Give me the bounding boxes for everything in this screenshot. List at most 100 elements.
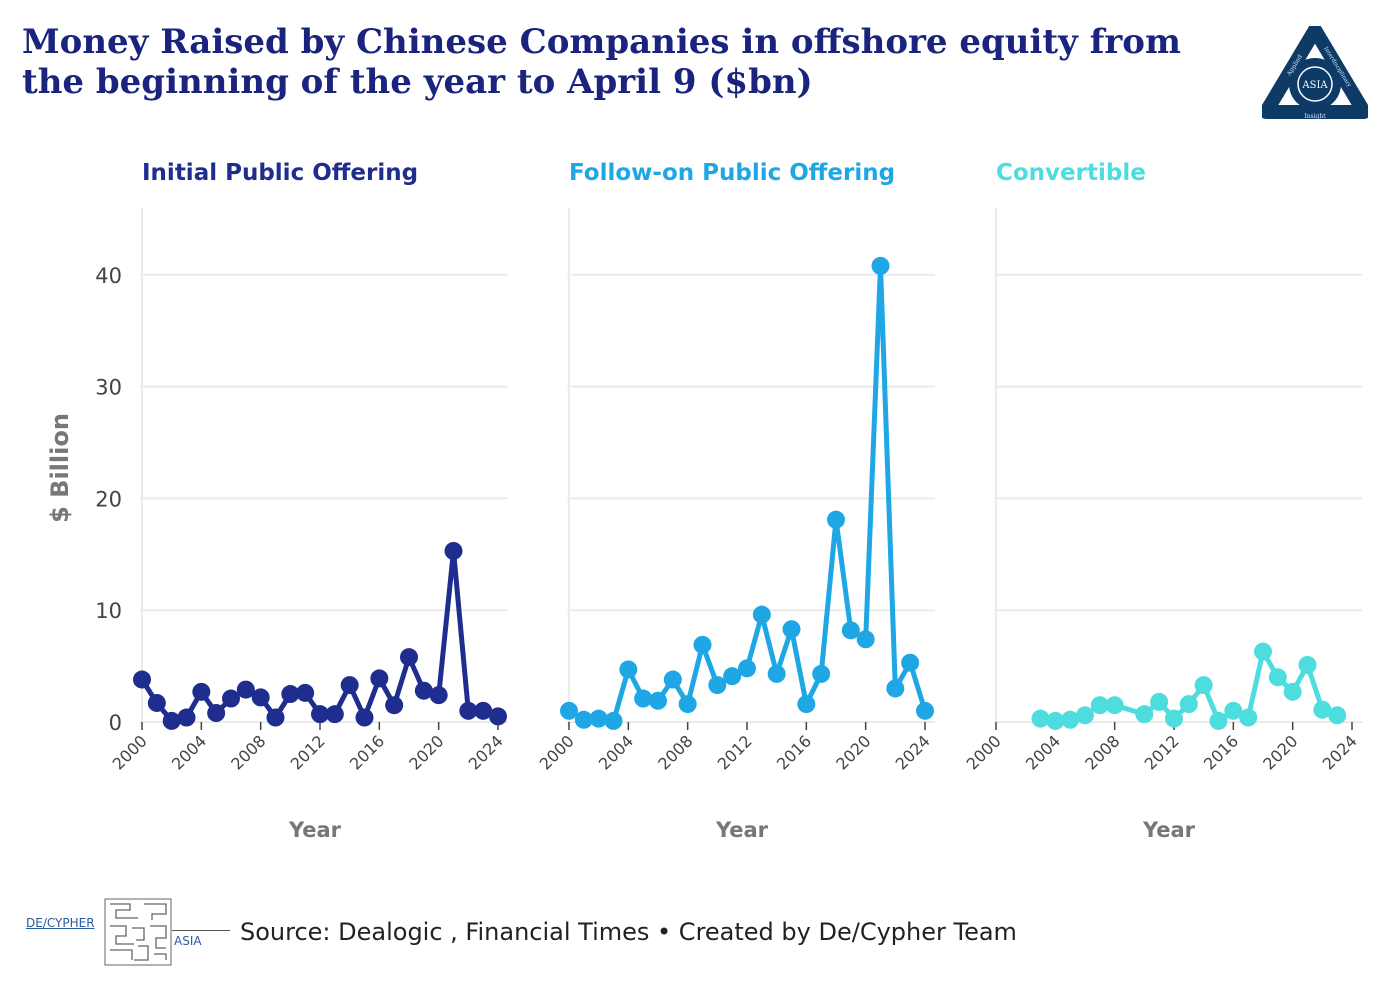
data-point (1076, 706, 1094, 725)
data-point (856, 630, 875, 649)
y-tick-label: 0 (109, 711, 122, 735)
data-point (678, 695, 697, 714)
data-point (827, 510, 845, 529)
data-point (414, 681, 433, 700)
data-point (723, 667, 742, 686)
x-tick-label: 2012 (714, 731, 756, 773)
data-point (1268, 668, 1287, 687)
data-point (901, 653, 920, 672)
x-tick-label: 2020 (1259, 731, 1301, 773)
data-point (207, 704, 226, 723)
decypher-brand: DE/CYPHER ASIA (24, 898, 234, 970)
y-tick-label: 20 (95, 487, 122, 511)
chart-area: $ Billion 0 10 20 30 40 Initial Public Offerin… (46, 160, 1362, 842)
data-point (1239, 708, 1258, 727)
data-point (489, 707, 507, 726)
y-tick-label: 30 (95, 376, 122, 400)
data-point (474, 701, 493, 720)
data-point (370, 669, 389, 688)
data-point (1046, 711, 1065, 730)
y-axis-label: $ Billion (46, 413, 74, 523)
data-point (192, 682, 211, 701)
data-point (1283, 682, 1302, 701)
data-point (1105, 696, 1124, 715)
x-tick-label: 2004 (168, 731, 210, 773)
chart-title: Money Raised by Chinese Companies in off… (22, 22, 1181, 102)
x-tick-label: 2000 (536, 731, 578, 773)
x-tick-label: 2008 (1081, 731, 1123, 773)
x-tick-label: 2024 (892, 731, 934, 773)
data-point (812, 664, 831, 683)
data-point (886, 679, 905, 698)
data-point (693, 635, 712, 654)
data-point (444, 541, 463, 560)
source-note: Source: Dealogic , Financial Times • Cre… (240, 918, 1017, 946)
x-tick-label: 2020 (405, 731, 447, 773)
data-point (767, 664, 786, 683)
data-point (429, 686, 448, 705)
data-point (649, 691, 667, 710)
panel-title: Follow-on Public Offering (569, 160, 895, 186)
data-point (1061, 710, 1080, 729)
data-point (782, 620, 801, 639)
data-point (589, 709, 608, 728)
x-tick-label: 2016 (1200, 731, 1242, 773)
data-point (459, 701, 478, 720)
data-point (797, 695, 816, 714)
data-point (663, 670, 682, 689)
x-tick-label: 2020 (832, 731, 874, 773)
x-axis-label: Year (715, 818, 769, 842)
data-point (1209, 711, 1228, 730)
data-point (162, 711, 181, 730)
data-point (147, 693, 166, 712)
data-point (752, 605, 771, 624)
x-tick-label: 2024 (465, 731, 507, 773)
data-point (871, 256, 890, 275)
data-point (1135, 705, 1154, 724)
data-point (385, 696, 404, 715)
data-point (1090, 696, 1109, 715)
panel-1: Follow-on Public Offering 2000 2004 2008 201… (536, 160, 935, 842)
logo-triangle (1262, 26, 1368, 119)
data-point (355, 708, 374, 727)
data-point (604, 711, 623, 730)
y-tick-label: 40 (95, 264, 122, 288)
brand-left-text: DE/CYPHER (26, 916, 95, 930)
data-point (325, 705, 344, 724)
data-point (311, 705, 329, 724)
x-tick-label: 2016 (346, 731, 388, 773)
x-axis-label: Year (1142, 818, 1196, 842)
data-point (236, 680, 255, 699)
panel-title: Convertible (996, 160, 1146, 186)
x-tick-label: 2004 (1022, 731, 1064, 773)
data-point (1179, 695, 1198, 714)
brand-divider (172, 930, 230, 931)
data-point (177, 708, 196, 727)
data-point (1328, 706, 1347, 725)
data-point (400, 648, 418, 667)
panel-0: Initial Public Offering 2000 2004 2008 2012 2… (109, 160, 508, 842)
data-point (619, 660, 638, 679)
data-point (1254, 642, 1272, 661)
x-tick-label: 2004 (595, 731, 637, 773)
data-point (266, 708, 285, 727)
x-tick-label: 2000 (109, 731, 151, 773)
data-point (133, 670, 151, 689)
data-point (296, 683, 315, 702)
data-point (281, 685, 300, 704)
data-point (560, 701, 578, 720)
data-point (1224, 701, 1243, 720)
data-point (1150, 692, 1169, 711)
x-tick-label: 2012 (287, 731, 329, 773)
x-tick-label: 2012 (1141, 731, 1183, 773)
panel-title: Initial Public Offering (142, 160, 418, 186)
y-tick-label: 10 (95, 599, 122, 623)
series-line (567, 263, 928, 724)
data-point (634, 689, 653, 708)
x-tick-label: 2008 (654, 731, 696, 773)
data-point (1313, 700, 1332, 719)
panel-2: Convertible 2000 2004 2008 2012 2016 2020 2024 Y… (963, 160, 1362, 842)
data-point (1298, 655, 1317, 674)
data-point (1165, 709, 1183, 728)
data-point (1194, 676, 1213, 695)
